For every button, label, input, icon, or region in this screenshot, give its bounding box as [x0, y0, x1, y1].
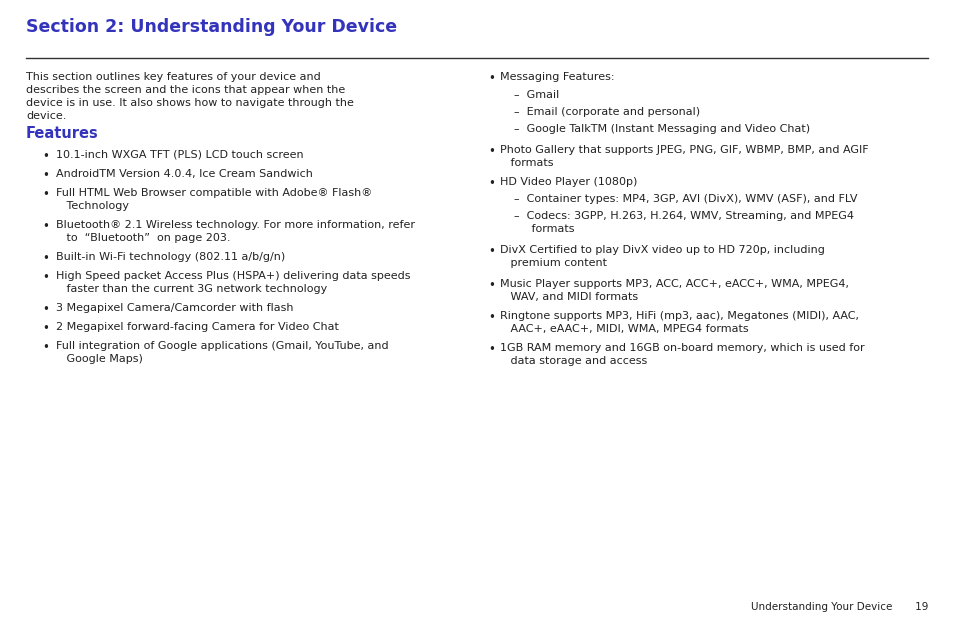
Text: to  “Bluetooth”  on page 203.: to “Bluetooth” on page 203. — [56, 233, 231, 243]
Text: Technology: Technology — [56, 201, 129, 211]
Text: formats: formats — [514, 224, 574, 234]
Text: •: • — [488, 245, 495, 258]
Text: –  Container types: MP4, 3GP, AVI (DivX), WMV (ASF), and FLV: – Container types: MP4, 3GP, AVI (DivX),… — [514, 194, 857, 204]
Text: Features: Features — [26, 126, 99, 141]
Text: Full integration of Google applications (Gmail, YouTube, and: Full integration of Google applications … — [56, 341, 388, 351]
Text: 1GB RAM memory and 16GB on-board memory, which is used for: 1GB RAM memory and 16GB on-board memory,… — [499, 343, 863, 353]
Text: •: • — [488, 279, 495, 292]
Text: device is in use. It also shows how to navigate through the: device is in use. It also shows how to n… — [26, 98, 354, 108]
Text: formats: formats — [499, 158, 553, 168]
Text: •: • — [488, 311, 495, 324]
Text: This section outlines key features of your device and: This section outlines key features of yo… — [26, 72, 320, 82]
Text: DivX Certified to play DivX video up to HD 720p, including: DivX Certified to play DivX video up to … — [499, 245, 824, 255]
Text: describes the screen and the icons that appear when the: describes the screen and the icons that … — [26, 85, 345, 95]
Text: Built-in Wi-Fi technology (802.11 a/b/g/n): Built-in Wi-Fi technology (802.11 a/b/g/… — [56, 252, 285, 262]
Text: 10.1-inch WXGA TFT (PLS) LCD touch screen: 10.1-inch WXGA TFT (PLS) LCD touch scree… — [56, 150, 303, 160]
Text: •: • — [42, 303, 49, 316]
Text: data storage and access: data storage and access — [499, 356, 646, 366]
Text: •: • — [42, 150, 49, 163]
Text: device.: device. — [26, 111, 67, 121]
Text: •: • — [42, 252, 49, 265]
Text: faster than the current 3G network technology: faster than the current 3G network techn… — [56, 284, 327, 294]
Text: •: • — [42, 169, 49, 182]
Text: Understanding Your Device       19: Understanding Your Device 19 — [750, 602, 927, 612]
Text: •: • — [42, 322, 49, 335]
Text: –  Gmail: – Gmail — [514, 90, 558, 100]
Text: AAC+, eAAC+, MIDI, WMA, MPEG4 formats: AAC+, eAAC+, MIDI, WMA, MPEG4 formats — [499, 324, 748, 334]
Text: •: • — [488, 177, 495, 190]
Text: •: • — [42, 220, 49, 233]
Text: •: • — [42, 341, 49, 354]
Text: •: • — [488, 343, 495, 356]
Text: 2 Megapixel forward-facing Camera for Video Chat: 2 Megapixel forward-facing Camera for Vi… — [56, 322, 338, 332]
Text: –  Google TalkTM (Instant Messaging and Video Chat): – Google TalkTM (Instant Messaging and V… — [514, 124, 809, 134]
Text: WAV, and MIDI formats: WAV, and MIDI formats — [499, 292, 638, 302]
Text: Section 2: Understanding Your Device: Section 2: Understanding Your Device — [26, 18, 396, 36]
Text: Music Player supports MP3, ACC, ACC+, eACC+, WMA, MPEG4,: Music Player supports MP3, ACC, ACC+, eA… — [499, 279, 848, 289]
Text: •: • — [42, 188, 49, 201]
Text: High Speed packet Access Plus (HSPA+) delivering data speeds: High Speed packet Access Plus (HSPA+) de… — [56, 271, 410, 281]
Text: AndroidTM Version 4.0.4, Ice Cream Sandwich: AndroidTM Version 4.0.4, Ice Cream Sandw… — [56, 169, 313, 179]
Text: Ringtone supports MP3, HiFi (mp3, aac), Megatones (MIDI), AAC,: Ringtone supports MP3, HiFi (mp3, aac), … — [499, 311, 858, 321]
Text: Full HTML Web Browser compatible with Adobe® Flash®: Full HTML Web Browser compatible with Ad… — [56, 188, 372, 198]
Text: 3 Megapixel Camera/Camcorder with flash: 3 Megapixel Camera/Camcorder with flash — [56, 303, 294, 313]
Text: premium content: premium content — [499, 258, 606, 268]
Text: –  Email (corporate and personal): – Email (corporate and personal) — [514, 107, 700, 117]
Text: –  Codecs: 3GPP, H.263, H.264, WMV, Streaming, and MPEG4: – Codecs: 3GPP, H.263, H.264, WMV, Strea… — [514, 211, 853, 221]
Text: •: • — [488, 145, 495, 158]
Text: •: • — [488, 72, 495, 85]
Text: Photo Gallery that supports JPEG, PNG, GIF, WBMP, BMP, and AGIF: Photo Gallery that supports JPEG, PNG, G… — [499, 145, 868, 155]
Text: HD Video Player (1080p): HD Video Player (1080p) — [499, 177, 637, 187]
Text: Bluetooth® 2.1 Wireless technology. For more information, refer: Bluetooth® 2.1 Wireless technology. For … — [56, 220, 415, 230]
Text: •: • — [42, 271, 49, 284]
Text: Google Maps): Google Maps) — [56, 354, 143, 364]
Text: Messaging Features:: Messaging Features: — [499, 72, 614, 82]
